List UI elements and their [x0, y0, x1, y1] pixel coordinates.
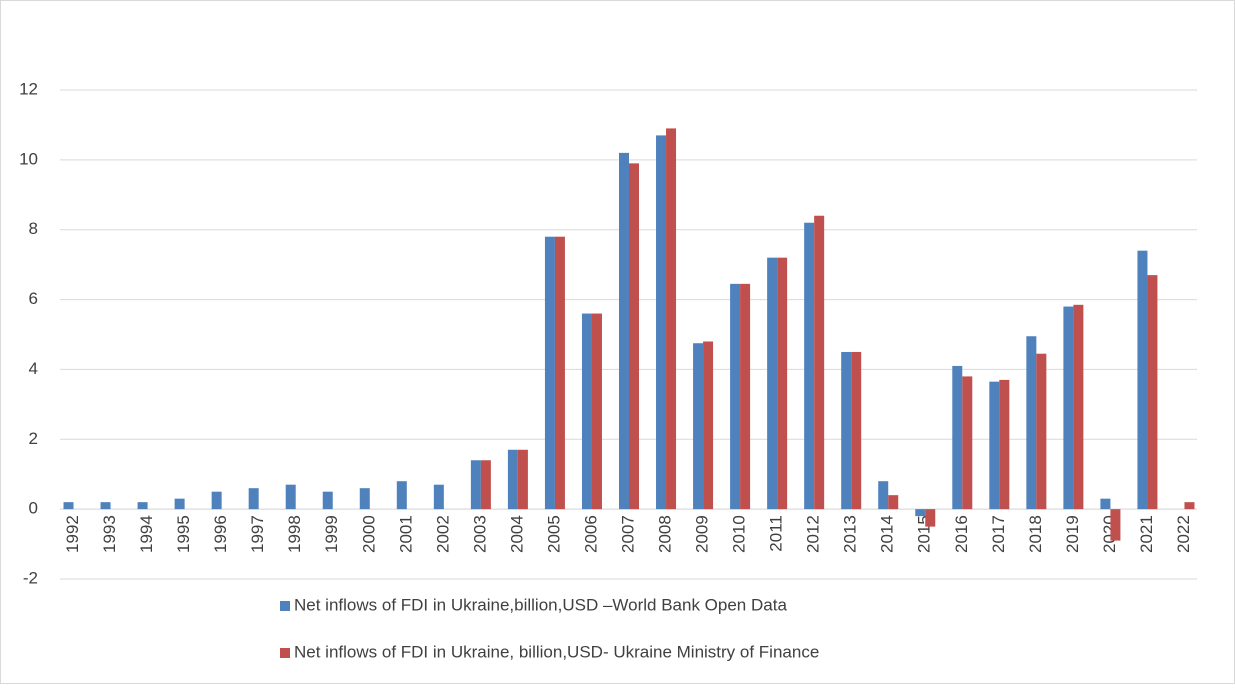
- x-tick-label: 1993: [100, 515, 119, 553]
- bar: [591, 313, 602, 510]
- bar: [693, 343, 704, 510]
- bar: [804, 222, 815, 510]
- x-tick-label: 2006: [581, 515, 600, 553]
- bar: [962, 376, 973, 510]
- bar: [841, 351, 852, 510]
- x-tick-label: 2001: [396, 515, 415, 553]
- bar: [777, 257, 788, 510]
- bar: [100, 502, 111, 510]
- bar: [888, 495, 899, 510]
- bar: [1063, 306, 1074, 510]
- y-tick-label: 0: [29, 499, 38, 518]
- legend-label: Net inflows of FDI in Ukraine, billion,U…: [294, 642, 819, 661]
- bar: [248, 488, 259, 510]
- bar: [1036, 353, 1047, 510]
- x-tick-label: 2012: [804, 515, 823, 553]
- bar: [322, 491, 333, 510]
- x-tick-label: 2005: [544, 515, 563, 553]
- x-tick-label: 1994: [137, 515, 156, 553]
- y-tick-label: 10: [19, 149, 38, 168]
- bar: [480, 460, 491, 510]
- bar: [656, 135, 667, 510]
- legend-swatch: [280, 648, 290, 658]
- bar: [999, 379, 1010, 510]
- y-tick-label: 8: [29, 219, 38, 238]
- bar: [517, 449, 528, 510]
- bar: [1026, 336, 1037, 510]
- bar: [544, 236, 555, 510]
- bar: [767, 257, 778, 510]
- x-tick-label: 1998: [285, 515, 304, 553]
- bar: [915, 509, 926, 517]
- x-tick-label: 2016: [952, 515, 971, 553]
- legend-label: Net inflows of FDI in Ukraine,billion,US…: [294, 595, 787, 614]
- x-tick-label: 1992: [63, 515, 82, 553]
- y-tick-label: 12: [19, 79, 38, 98]
- bar: [703, 341, 714, 510]
- x-tick-label: 2014: [878, 515, 897, 553]
- x-tick-label: 2021: [1137, 515, 1156, 553]
- x-tick-label: 2004: [507, 515, 526, 553]
- x-tick-label: 2003: [470, 515, 489, 553]
- y-tick-label: 6: [29, 289, 38, 308]
- y-tick-label: 2: [29, 429, 38, 448]
- x-tick-label: 2017: [989, 515, 1008, 553]
- bar: [359, 488, 370, 510]
- legend-swatch: [280, 601, 290, 611]
- x-tick-label: 2009: [693, 515, 712, 553]
- x-tick-label: 2007: [618, 515, 637, 553]
- bar: [433, 484, 444, 510]
- x-tick-label: 2002: [433, 515, 452, 553]
- bar: [137, 502, 148, 510]
- bar: [507, 449, 518, 510]
- bar: [925, 509, 936, 527]
- bar: [730, 283, 741, 510]
- x-tick-label: 2008: [656, 515, 675, 553]
- bar: [63, 502, 74, 510]
- bar: [554, 236, 565, 510]
- x-tick-label: 2010: [730, 515, 749, 553]
- bar: [581, 313, 592, 510]
- bar: [878, 481, 889, 510]
- x-tick-label: 2000: [359, 515, 378, 553]
- bar: [814, 215, 825, 510]
- bar: [740, 283, 751, 510]
- bar: [1137, 250, 1148, 510]
- x-tick-label: 1995: [174, 515, 193, 553]
- y-tick-label: 4: [29, 359, 38, 378]
- bar: [629, 163, 639, 510]
- x-tick-label: 1997: [248, 515, 267, 553]
- bar: [851, 351, 862, 510]
- x-tick-label: 2019: [1063, 515, 1082, 553]
- bar: [470, 460, 481, 510]
- bar: [1073, 304, 1084, 510]
- bar: [952, 365, 963, 510]
- bar: [619, 152, 629, 510]
- bar: [174, 498, 185, 510]
- bar: [1184, 502, 1195, 510]
- bar: [285, 484, 296, 510]
- bar: [989, 381, 1000, 510]
- x-tick-label: 2022: [1174, 515, 1193, 553]
- x-tick-label: 2011: [767, 515, 786, 552]
- y-tick-label: -2: [23, 568, 38, 587]
- bar: [1147, 275, 1158, 510]
- bar: [211, 491, 222, 510]
- x-tick-label: 2018: [1026, 515, 1045, 553]
- x-tick-label: 1996: [211, 515, 230, 553]
- bar: [1100, 498, 1111, 510]
- bar: [396, 481, 407, 510]
- x-tick-label: 2013: [841, 515, 860, 553]
- bar: [666, 128, 677, 510]
- bar: [1110, 509, 1121, 541]
- x-tick-label: 1999: [322, 515, 341, 553]
